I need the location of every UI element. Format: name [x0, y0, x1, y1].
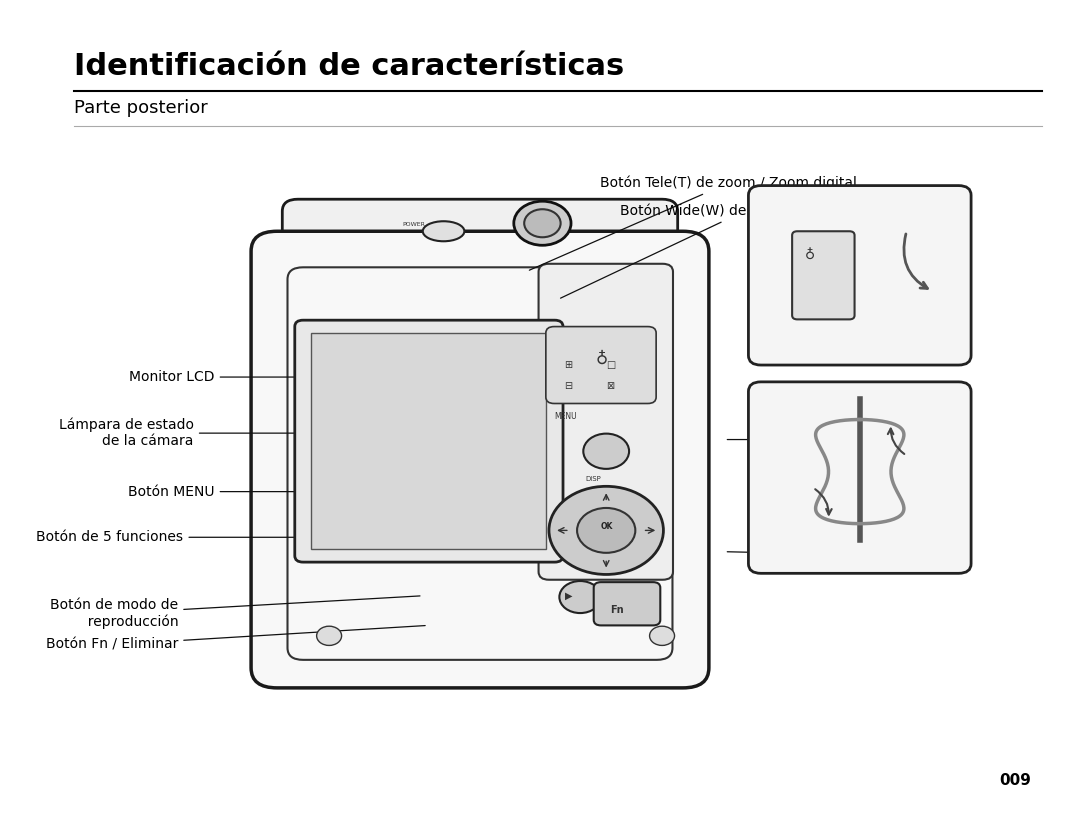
Text: Fn: Fn	[610, 606, 624, 615]
Text: ⊟: ⊟	[565, 381, 572, 390]
Text: ⊠: ⊠	[606, 381, 615, 390]
Text: OK: OK	[600, 522, 613, 531]
Text: Parte posterior: Parte posterior	[75, 99, 208, 117]
FancyBboxPatch shape	[748, 186, 971, 365]
Text: Botón Tele(T) de zoom / Zoom digital: Botón Tele(T) de zoom / Zoom digital	[529, 176, 856, 271]
Text: Identificación de características: Identificación de características	[75, 52, 624, 81]
FancyBboxPatch shape	[594, 582, 660, 625]
Text: Lámpara de estado
de la cámara: Lámpara de estado de la cámara	[58, 418, 420, 448]
Text: Botón de modo de
  reproducción: Botón de modo de reproducción	[50, 596, 420, 629]
Text: ▶: ▶	[565, 591, 572, 601]
Text: MENU: MENU	[554, 412, 577, 421]
FancyArrowPatch shape	[888, 429, 904, 454]
Text: Orificio de la correa: Orificio de la correa	[727, 548, 972, 562]
Text: 009: 009	[1000, 773, 1031, 788]
FancyBboxPatch shape	[251, 231, 708, 688]
FancyBboxPatch shape	[282, 199, 677, 271]
Circle shape	[549, 487, 663, 575]
Text: POWER: POWER	[402, 222, 424, 227]
FancyArrowPatch shape	[815, 489, 832, 514]
Text: Botón Fn / Eliminar: Botón Fn / Eliminar	[45, 626, 426, 652]
FancyArrowPatch shape	[904, 234, 928, 289]
FancyBboxPatch shape	[792, 231, 854, 319]
Circle shape	[649, 626, 675, 645]
Circle shape	[583, 434, 629, 469]
Text: DISP: DISP	[585, 476, 602, 482]
FancyBboxPatch shape	[748, 382, 971, 573]
Ellipse shape	[514, 201, 571, 245]
Text: Botón de 5 funciones: Botón de 5 funciones	[37, 531, 420, 544]
Text: □: □	[606, 360, 616, 370]
FancyBboxPatch shape	[311, 333, 546, 549]
Text: Monitor LCD: Monitor LCD	[130, 370, 326, 384]
FancyBboxPatch shape	[539, 264, 673, 579]
Circle shape	[316, 626, 341, 645]
Circle shape	[577, 508, 635, 553]
FancyBboxPatch shape	[295, 320, 563, 562]
FancyBboxPatch shape	[545, 327, 657, 403]
Text: ♁: ♁	[596, 350, 608, 368]
Text: ⊞: ⊞	[565, 360, 572, 370]
Text: Botón MENU: Botón MENU	[129, 485, 426, 499]
Text: Botón Wide(W) de zoom / Miniatura: Botón Wide(W) de zoom / Miniatura	[561, 205, 868, 298]
Ellipse shape	[422, 221, 464, 241]
Text: ♁: ♁	[805, 249, 814, 262]
Circle shape	[559, 581, 600, 613]
Text: Terminal USB / AV: Terminal USB / AV	[727, 433, 968, 447]
Ellipse shape	[524, 209, 561, 237]
